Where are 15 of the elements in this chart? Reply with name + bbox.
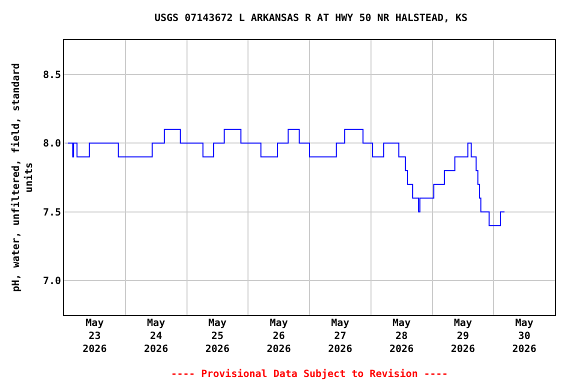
x-tick-label: May 30 2026 (512, 318, 536, 355)
x-tick-label: May 26 2026 (266, 318, 291, 355)
x-tick-label: May 27 2026 (328, 318, 352, 355)
x-tick-label: May 28 2026 (390, 318, 414, 355)
y-tick-label: 8.5 (42, 70, 61, 81)
y-tick-label: 7.0 (42, 276, 61, 288)
y-axis-title: pH, water, unfiltered, field, standard units (10, 63, 35, 292)
x-tick-label: May 29 2026 (450, 318, 475, 355)
y-tick-label: 7.5 (42, 207, 61, 218)
text: ---- Provisional Data Subject to Revision ---- (171, 368, 448, 380)
y-tick-label: 8.0 (42, 138, 61, 150)
x-tick-label: May 23 2026 (82, 318, 107, 355)
x-tick-label: May 25 2026 (205, 318, 230, 355)
chart-title: USGS 07143672 L ARKANSAS R AT HWY 50 NR HALSTEAD, KS (154, 12, 468, 24)
x-tick-label: May 24 2026 (144, 318, 168, 355)
